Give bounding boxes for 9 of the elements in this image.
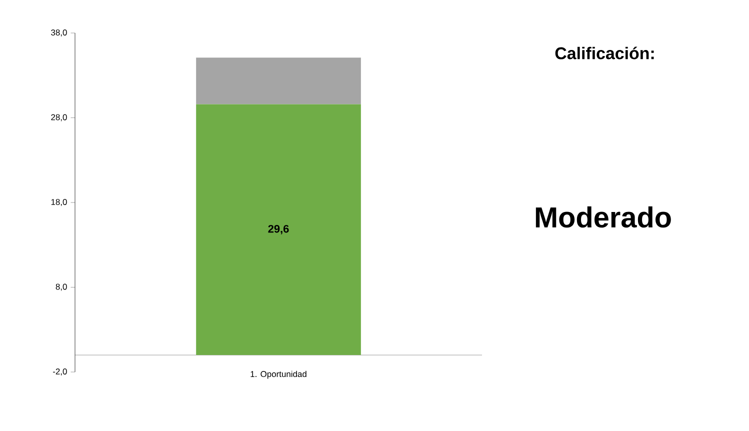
y-tick-label: 28,0 (51, 114, 67, 122)
y-tick-label: -2,0 (53, 368, 67, 376)
y-tick-label: 18,0 (51, 199, 67, 206)
y-tick-label: 8,0 (56, 284, 67, 291)
data-label: 29,6 (268, 224, 289, 234)
x-tick-label: 1. Oportunidad (250, 370, 306, 379)
y-tick-label: 38,0 (51, 30, 67, 36)
text: Calificación: (555, 46, 654, 60)
text: Moderado (536, 206, 671, 228)
